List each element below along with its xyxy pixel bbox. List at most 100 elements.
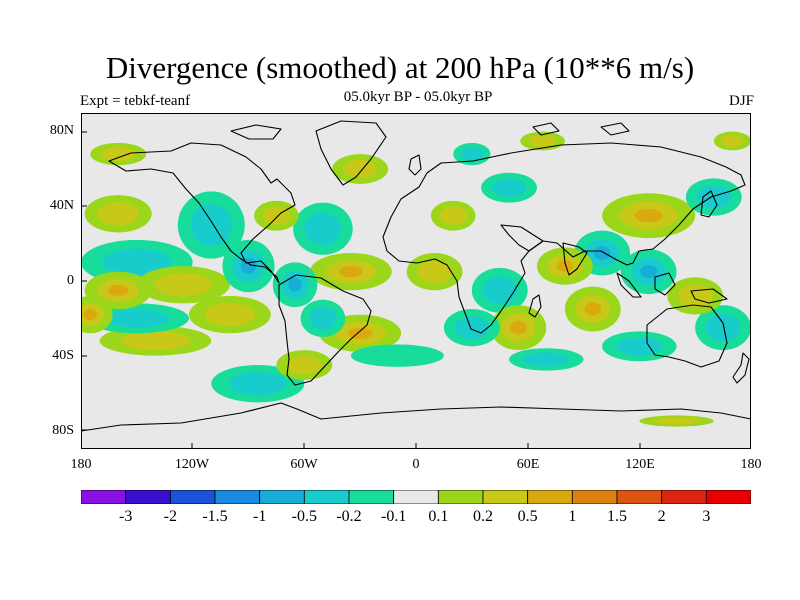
- new-zealand-coast: [732, 352, 750, 384]
- divergence-pos-core-34: [262, 206, 291, 225]
- lon-label-180w: 180: [70, 457, 92, 472]
- divergence-neg-core-31: [523, 352, 570, 367]
- japan-coast: [700, 190, 718, 218]
- africa-eurasia-coast: [382, 142, 746, 334]
- colorbar-box-4: [259, 490, 305, 504]
- divergence-neg-peak-7: [314, 220, 332, 237]
- divergence-neg-core-29: [309, 306, 337, 330]
- colorbar-box-11: [571, 490, 618, 504]
- colorbar-label-1: -2: [163, 508, 177, 525]
- colorbar-label-8: 0.2: [473, 508, 493, 525]
- colorbar-label-7: 0.1: [428, 508, 449, 525]
- divergence-field-layer: [81, 131, 751, 427]
- divergence-pos-peak-24: [556, 260, 574, 272]
- divergence-neg-core-21: [368, 348, 427, 363]
- divergence-neg-peak-27: [288, 278, 302, 292]
- india-coast: [562, 242, 588, 276]
- divergence-pos-core-5: [120, 331, 191, 350]
- divergence-pos-peak-2: [634, 208, 663, 223]
- divergence-pos-peak-9: [338, 266, 364, 278]
- lon-label-0: 0: [412, 457, 420, 472]
- colorbar-box-10: [527, 490, 573, 504]
- divergence-pos-peak-17: [584, 302, 602, 316]
- divergence-pos-core-3: [154, 273, 213, 297]
- madagascar-coast: [528, 294, 542, 318]
- lat-label-40s: 40S: [52, 348, 74, 363]
- divergence-pos-core-33: [342, 159, 378, 179]
- uk-coast: [408, 154, 422, 176]
- divergence-neg-core-0: [102, 248, 172, 277]
- lon-label-60e: 60E: [516, 457, 540, 472]
- colorbar-box-5: [303, 490, 350, 504]
- colorbar-label-0: -3: [118, 508, 133, 525]
- divergence-neg-core-6: [104, 309, 170, 328]
- colorbar-box-13: [661, 490, 707, 504]
- colorbar-label-10: 1: [568, 508, 577, 525]
- lat-label-eq: 0: [67, 273, 74, 288]
- divergence-pos-core-30: [287, 355, 322, 375]
- divergence-neg-peak-16: [593, 246, 611, 260]
- colorbar-label-2: -1.5: [202, 508, 228, 525]
- arabia-coast: [500, 224, 544, 252]
- coastline-layer: [81, 120, 751, 432]
- divergence-pos-core-25: [677, 284, 713, 308]
- divergence-pos-peak-13: [108, 284, 129, 296]
- colorbar-box-2: [169, 490, 216, 504]
- divergence-pos-core-40: [720, 135, 744, 147]
- colorbar-label-9: 0.5: [517, 508, 538, 525]
- divergence-neg-peak-14: [491, 283, 509, 298]
- colorbar-label-11: 1.5: [607, 508, 627, 525]
- divergence-pos-core-22: [417, 260, 452, 284]
- colorbar-box-7: [393, 490, 439, 504]
- colorbar-box-6: [348, 490, 395, 504]
- axis-ticks: [81, 131, 641, 449]
- divergence-neg-core-23: [454, 316, 490, 340]
- australia-coast: [646, 304, 728, 368]
- colorbar-label-3: -1: [252, 508, 267, 525]
- north-america-coast: [108, 142, 296, 284]
- colorbar-label-5: -0.2: [336, 508, 362, 525]
- experiment-label: Expt = tebkf-teanf: [80, 93, 191, 109]
- lat-label-40n: 40N: [49, 198, 74, 213]
- colorbar-box-3: [214, 490, 261, 504]
- lon-label-120w: 120W: [174, 457, 210, 472]
- colorbar-box-0: [81, 490, 127, 504]
- divergence-pos-peak-15: [509, 320, 527, 335]
- greenland-coast: [315, 120, 387, 186]
- divergence-neg-core-1: [190, 204, 233, 246]
- lon-label-60w: 60W: [290, 457, 318, 472]
- lat-label-80n: 80N: [49, 123, 74, 138]
- divergence-pos-core-36: [100, 147, 136, 162]
- colorbar-box-1: [125, 490, 171, 504]
- south-america-coast: [278, 274, 372, 386]
- divergence-pos-core-8: [204, 303, 256, 327]
- colorbar-label-4: -0.5: [291, 508, 317, 525]
- new-guinea-coast: [690, 288, 728, 304]
- arctic-islands-coast: [230, 122, 630, 140]
- colorbar: [81, 490, 751, 504]
- divergence-pos-core-38: [528, 135, 557, 147]
- plot-title: Divergence (smoothed) at 200 hPa (10**6 …: [105, 50, 695, 85]
- divergence-pos-peak-28: [83, 309, 98, 321]
- divergence-map: [81, 113, 751, 449]
- colorbar-box-8: [437, 490, 484, 504]
- period-label: 05.0kyr BP - 05.0kyr BP: [343, 89, 493, 105]
- divergence-neg-core-20: [616, 337, 663, 356]
- divergence-pos-core-39: [653, 417, 700, 425]
- divergence-pos-core-35: [439, 206, 468, 225]
- borneo-coast: [654, 272, 676, 296]
- lat-label-80s: 80S: [52, 423, 74, 438]
- colorbar-label-12: 2: [657, 508, 666, 525]
- lon-label-180e: 180: [740, 457, 762, 472]
- divergence-neg-core-4: [228, 372, 287, 396]
- colorbar-label-13: 3: [702, 508, 711, 525]
- colorbar-box-14: [705, 490, 751, 504]
- divergence-pos-core-12: [97, 202, 139, 226]
- colorbar-label-6: -0.1: [380, 508, 407, 525]
- lon-label-120e: 120E: [625, 457, 655, 472]
- colorbar-box-9: [482, 490, 529, 504]
- season-label: DJF: [728, 93, 754, 109]
- divergence-neg-peak-18: [640, 264, 658, 279]
- sumatra-coast: [616, 272, 642, 298]
- divergence-neg-core-37: [460, 147, 484, 162]
